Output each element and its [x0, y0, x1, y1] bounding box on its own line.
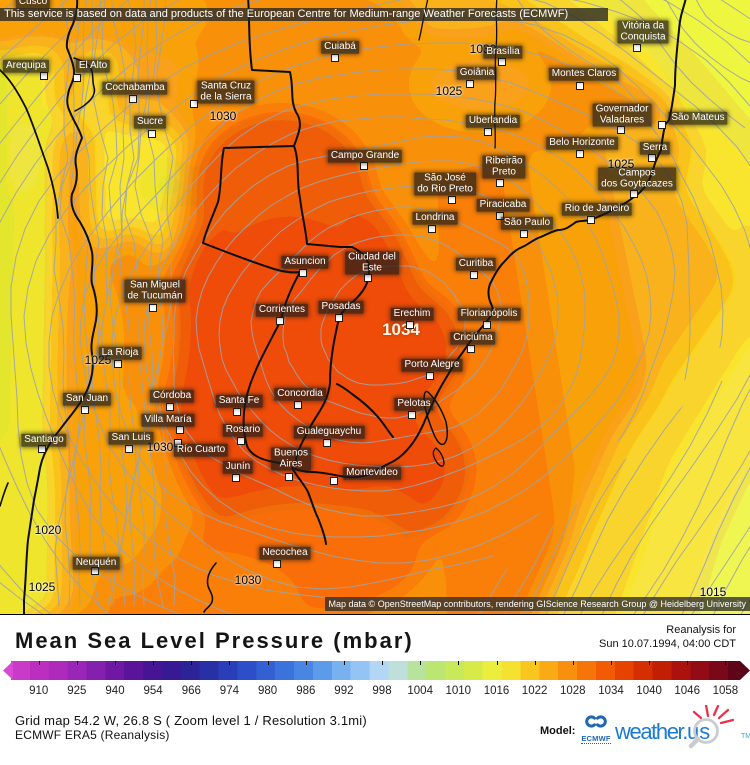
svg-text:TM: TM	[741, 733, 750, 740]
